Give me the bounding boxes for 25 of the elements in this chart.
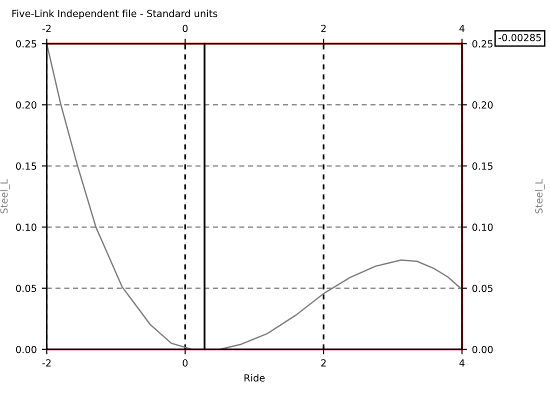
y2-axis-title: Steel_L (535, 179, 545, 214)
x2-tick-label: -2 (42, 24, 51, 32)
y2-tick-label: 0.15 (472, 162, 493, 170)
y2-tick-label: 0.00 (472, 346, 493, 354)
x2-tick-label: 0 (182, 24, 188, 32)
y-tick-label: 0.15 (16, 162, 36, 170)
x2-tick-label: 2 (321, 24, 326, 32)
x-tick-label: 0 (182, 359, 188, 367)
x-tick-label: -2 (42, 359, 51, 366)
y-tick-label: 0.25 (16, 40, 36, 48)
y-tick-label: 0.20 (16, 101, 36, 109)
text: -0.00285 (498, 34, 541, 42)
chart-title: Five-Link Independent file - Standard units (12, 10, 218, 20)
x-tick-label: 4 (459, 359, 465, 366)
y-axis-title: Steel_L (0, 179, 10, 214)
x-axis-title: Ride (244, 374, 265, 382)
y2-tick-label: 0.10 (472, 224, 493, 231)
y-tick-label: 0.00 (16, 346, 36, 354)
y-tick-label: 0.05 (16, 284, 36, 292)
x-tick-label: 2 (321, 359, 326, 366)
y2-tick-label: 0.20 (472, 101, 493, 109)
y2-tick-label: 0.25 (472, 40, 493, 48)
y-tick-label: 0.10 (16, 224, 36, 231)
y2-tick-label: 0.05 (472, 284, 493, 292)
x2-tick-label: 4 (459, 24, 465, 32)
